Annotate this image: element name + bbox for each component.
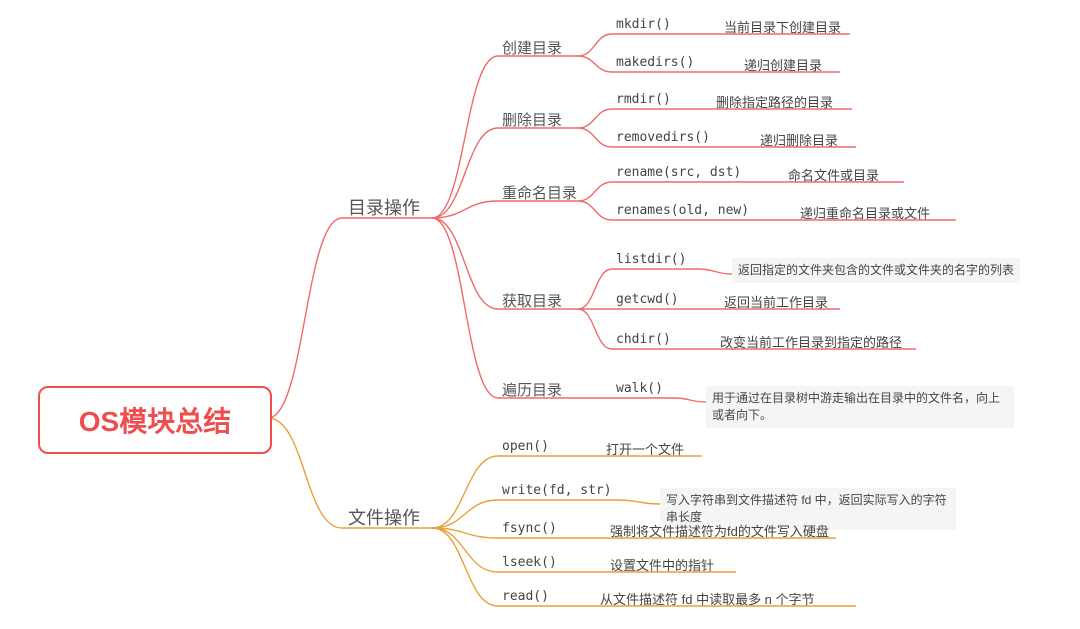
connector [432, 528, 498, 606]
connector [432, 218, 498, 398]
connector [674, 398, 706, 402]
connector [578, 34, 612, 56]
leaf-code: renames(old, new) [616, 203, 749, 218]
leaf-desc: 命名文件或目录 [788, 165, 908, 184]
connector [578, 128, 612, 147]
leaf-desc: 改变当前工作目录到指定的路径 [720, 332, 920, 351]
leaf-code: rename(src, dst) [616, 165, 741, 180]
leaf-code: open() [502, 439, 549, 454]
connector [268, 218, 342, 418]
connector [578, 309, 612, 349]
branch-dir: 目录操作 [348, 194, 420, 220]
connector [432, 528, 498, 572]
connector [432, 456, 498, 528]
connector [698, 269, 732, 274]
leaf-desc: 用于通过在目录树中游走输出在目录中的文件名，向上或者向下。 [706, 386, 1014, 428]
sub-walk: 遍历目录 [502, 379, 562, 400]
sub-delete: 删除目录 [502, 109, 562, 130]
leaf-code: lseek() [502, 555, 557, 570]
connector [432, 528, 498, 538]
leaf-desc: 递归创建目录 [744, 55, 844, 74]
leaf-code: fsync() [502, 521, 557, 536]
leaf-desc: 递归重命名目录或文件 [800, 203, 960, 222]
connector [432, 56, 498, 218]
connector [618, 500, 660, 504]
leaf-desc: 强制将文件描述符为fd的文件写入硬盘 [610, 521, 840, 540]
mindmap-stage: OS模块总结 目录操作 创建目录 mkdir() 当前目录下创建目录 makedirs()… [0, 0, 1080, 629]
leaf-code: mkdir() [616, 17, 671, 32]
branch-file: 文件操作 [348, 504, 420, 530]
connector [432, 128, 498, 218]
connector [432, 500, 498, 528]
leaf-code: makedirs() [616, 55, 694, 70]
leaf-desc: 当前目录下创建目录 [724, 17, 854, 36]
leaf-code: rmdir() [616, 92, 671, 107]
connector [578, 269, 612, 309]
leaf-desc: 从文件描述符 fd 中读取最多 n 个字节 [600, 589, 860, 608]
connector [578, 182, 612, 201]
connector [578, 201, 612, 220]
connector [578, 56, 612, 72]
sub-create: 创建目录 [502, 37, 562, 58]
connector [432, 201, 498, 218]
sub-get: 获取目录 [502, 290, 562, 311]
leaf-code: write(fd, str) [502, 483, 612, 498]
leaf-desc: 递归删除目录 [760, 130, 860, 149]
leaf-desc: 返回当前工作目录 [724, 292, 844, 311]
leaf-code: read() [502, 589, 549, 604]
leaf-desc: 设置文件中的指针 [610, 555, 740, 574]
connector [432, 218, 498, 309]
connector [578, 109, 612, 128]
leaf-desc: 打开一个文件 [606, 439, 706, 458]
leaf-desc: 返回指定的文件夹包含的文件或文件夹的名字的列表 [732, 258, 1020, 283]
leaf-desc: 删除指定路径的目录 [716, 92, 856, 111]
root-node: OS模块总结 [38, 386, 272, 454]
leaf-code: walk() [616, 381, 663, 396]
leaf-code: chdir() [616, 332, 671, 347]
sub-rename: 重命名目录 [502, 182, 577, 203]
leaf-code: getcwd() [616, 292, 679, 307]
connector [268, 418, 342, 528]
leaf-code: removedirs() [616, 130, 710, 145]
leaf-code: listdir() [616, 252, 686, 267]
